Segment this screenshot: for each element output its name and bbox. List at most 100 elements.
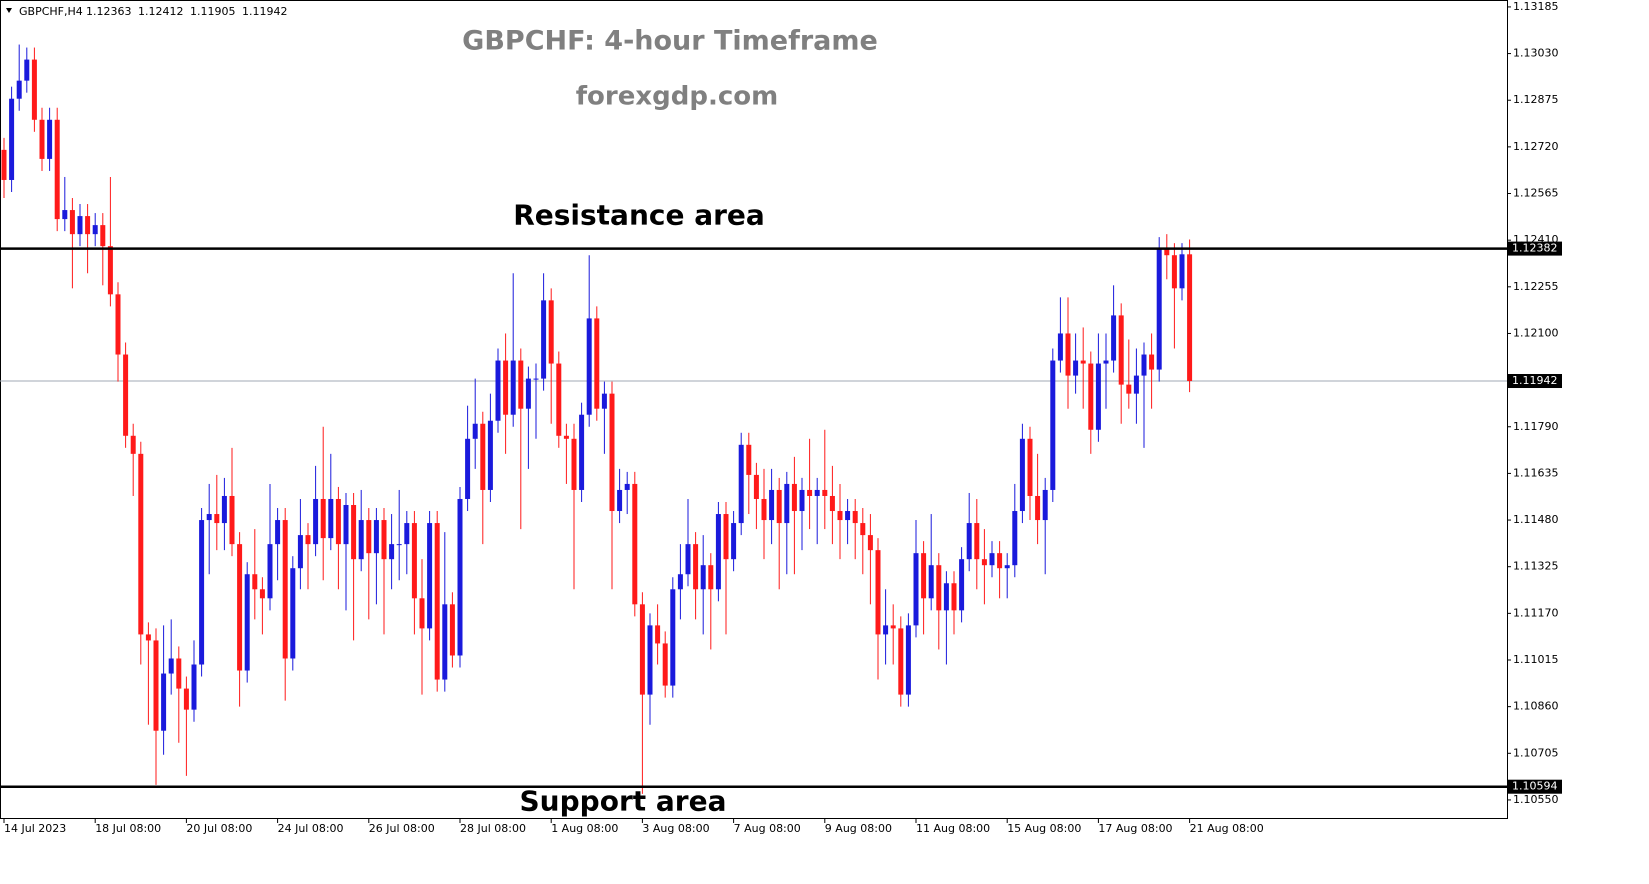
candle-body bbox=[487, 420, 493, 490]
candle-body bbox=[738, 444, 744, 524]
candle-body bbox=[708, 565, 714, 590]
candle-body bbox=[199, 520, 205, 665]
candle-body bbox=[123, 354, 129, 436]
candle-body bbox=[221, 495, 227, 524]
level-price-box bbox=[1508, 779, 1562, 794]
candle-body bbox=[541, 300, 547, 379]
bid-price-box bbox=[1508, 374, 1562, 389]
y-tick-label: 1.11015 bbox=[1513, 653, 1559, 666]
candle-body bbox=[639, 604, 645, 695]
level-label: Support area bbox=[520, 785, 727, 818]
candle-body bbox=[24, 59, 30, 81]
header-close: 1.11942 bbox=[242, 5, 288, 18]
y-tick-label: 1.11480 bbox=[1513, 513, 1559, 526]
candle-body bbox=[997, 553, 1003, 569]
candle-body bbox=[662, 643, 668, 686]
candle-body bbox=[107, 246, 113, 295]
candle-body bbox=[411, 523, 417, 599]
candle-body bbox=[867, 535, 873, 551]
y-tick-label: 1.12565 bbox=[1513, 187, 1559, 200]
bid-price-label: 1.11942 bbox=[1512, 374, 1558, 387]
level-price-label: 1.10594 bbox=[1512, 780, 1558, 793]
candle-body bbox=[776, 489, 782, 524]
candle-body bbox=[472, 423, 478, 439]
y-tick-label: 1.11635 bbox=[1513, 466, 1559, 479]
candle-body bbox=[396, 544, 402, 546]
candle-body bbox=[989, 553, 995, 566]
y-tick-label: 1.11790 bbox=[1513, 420, 1559, 433]
symbol-label: GBPCHF,H4 bbox=[19, 5, 83, 18]
y-tick-label: 1.11170 bbox=[1513, 606, 1559, 619]
y-tick-label: 1.13030 bbox=[1513, 47, 1559, 60]
candle-body bbox=[138, 453, 144, 635]
candle-body bbox=[981, 559, 987, 566]
candle-body bbox=[913, 553, 919, 626]
candle-body bbox=[183, 688, 189, 710]
candle-body bbox=[31, 59, 37, 120]
symbol-menu-arrow bbox=[6, 8, 12, 13]
candle-body bbox=[1019, 438, 1025, 512]
plot-frame bbox=[0, 0, 1508, 819]
candle-body bbox=[168, 658, 174, 674]
candle-body bbox=[259, 589, 265, 599]
candle-body bbox=[320, 498, 326, 539]
candle-body bbox=[624, 483, 630, 490]
candle-body bbox=[465, 438, 471, 499]
y-tick-label: 1.10550 bbox=[1513, 793, 1559, 806]
header-high: 1.12412 bbox=[138, 5, 184, 18]
candle-body bbox=[594, 318, 600, 409]
candle-body bbox=[442, 604, 448, 680]
candle-body bbox=[731, 523, 737, 560]
candle-body bbox=[1095, 363, 1101, 430]
y-tick-label: 1.12100 bbox=[1513, 326, 1559, 339]
candle-body bbox=[845, 511, 851, 521]
chart-subtitle: forexgdp.com bbox=[576, 82, 778, 112]
candle-body bbox=[883, 625, 889, 635]
candle-body bbox=[495, 360, 501, 421]
candle-body bbox=[898, 628, 904, 695]
candle-body bbox=[533, 378, 539, 380]
candle-body bbox=[685, 544, 691, 575]
candle-body bbox=[39, 119, 45, 159]
candle-body bbox=[267, 544, 273, 599]
candle-body bbox=[373, 520, 379, 554]
y-tick-label: 1.12255 bbox=[1513, 280, 1559, 293]
candle-body bbox=[1118, 315, 1124, 385]
candle-body bbox=[966, 523, 972, 560]
candle-body bbox=[510, 360, 516, 415]
candle-body bbox=[905, 625, 911, 695]
candle-body bbox=[237, 544, 243, 671]
candle-body bbox=[335, 498, 341, 545]
candle-body bbox=[943, 583, 949, 611]
candle-body bbox=[814, 489, 820, 496]
candle-body bbox=[503, 360, 509, 415]
candle-body bbox=[715, 514, 721, 590]
candle-body bbox=[130, 435, 136, 454]
candle-body bbox=[579, 414, 585, 490]
x-tick-label: 18 Jul 08:00 bbox=[95, 822, 161, 835]
candle-body bbox=[1012, 511, 1018, 566]
candle-body bbox=[936, 565, 942, 611]
candle-body bbox=[951, 583, 957, 611]
candle-body bbox=[297, 535, 303, 569]
candle-body bbox=[1050, 360, 1056, 490]
x-tick-label: 11 Aug 08:00 bbox=[916, 822, 990, 835]
candle-body bbox=[518, 360, 524, 409]
y-tick-label: 1.13185 bbox=[1513, 0, 1559, 13]
candle-body bbox=[427, 523, 433, 629]
y-tick-label: 1.12720 bbox=[1513, 140, 1559, 153]
candle-body bbox=[206, 514, 212, 521]
candle-body bbox=[16, 80, 22, 99]
candle-body bbox=[358, 520, 364, 560]
candle-body bbox=[693, 544, 699, 590]
candle-body bbox=[746, 444, 752, 475]
candle-body bbox=[563, 435, 569, 439]
y-tick-label: 1.11325 bbox=[1513, 560, 1559, 573]
candle-body bbox=[655, 625, 661, 644]
candle-body bbox=[799, 489, 805, 512]
candle-body bbox=[959, 559, 965, 611]
candle-body bbox=[214, 514, 220, 524]
candle-body bbox=[252, 574, 258, 590]
candle-body bbox=[928, 565, 934, 599]
candle-body bbox=[229, 495, 235, 545]
